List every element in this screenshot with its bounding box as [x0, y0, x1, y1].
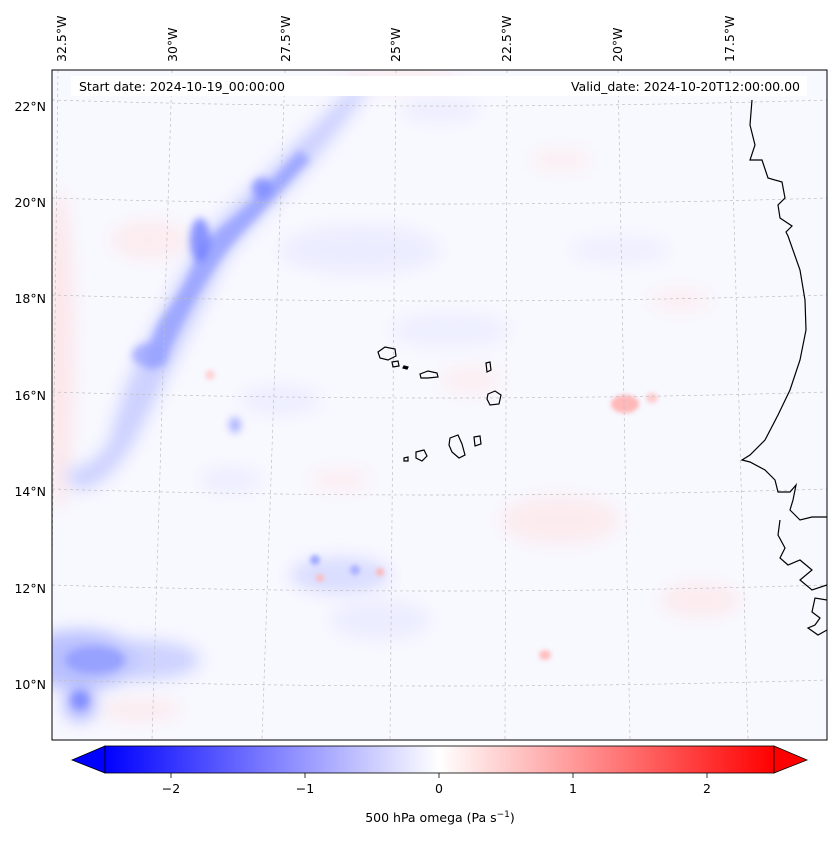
colorbar-gradient	[104, 745, 775, 774]
colorbar-label-prefix: 500 hPa omega (Pa s	[365, 810, 496, 825]
island-maio	[473, 435, 482, 447]
lon-label: 17.5°W	[722, 16, 737, 62]
lat-label: 20°N	[14, 195, 46, 210]
lon-label: 25°W	[388, 27, 403, 62]
lon-label: 22.5°W	[499, 16, 514, 62]
omega-field	[52, 70, 740, 722]
header-strip	[71, 76, 807, 96]
island-sao-vicente	[391, 360, 400, 368]
longitude-labels: 32.5°W 30°W 27.5°W 25°W 22.5°W 20°W 17.5…	[54, 16, 737, 62]
coastlines	[740, 99, 827, 636]
lat-label: 22°N	[14, 99, 46, 114]
island-sao-nicolau	[419, 370, 439, 379]
island-santa-luzia	[402, 365, 409, 370]
map-panel	[52, 70, 827, 740]
colorbar-high-extend	[773, 745, 809, 774]
colorbar-label: 500 hPa omega (Pa s−1)	[365, 810, 515, 825]
start-date-label: Start date: 2024-10-19_00:00:00	[79, 79, 285, 94]
colorbar-tick-label: 1	[569, 781, 577, 796]
colorbar-tick-label: −2	[162, 781, 180, 796]
lat-label: 18°N	[14, 291, 46, 306]
island-santiago	[448, 434, 466, 459]
colorbar: −2 −1 0 1 2 500 hPa omega (Pa s−1)	[70, 745, 809, 825]
colorbar-label-exponent: −1	[497, 810, 510, 820]
island-sal	[485, 361, 492, 373]
latitude-labels: 22°N 20°N 18°N 16°N 14°N 12°N 10°N	[14, 99, 46, 692]
valid-date-label: Valid_date: 2024-10-20T12:00:00.00	[571, 79, 800, 94]
lon-label: 20°W	[610, 27, 625, 62]
cape-verde-islands	[377, 346, 502, 462]
lon-label: 32.5°W	[54, 16, 69, 62]
gridlines	[52, 70, 827, 740]
africa-coastline	[740, 99, 827, 521]
colorbar-tick-label: −1	[296, 781, 314, 796]
lat-label: 10°N	[14, 677, 46, 692]
island-santo-antao	[377, 346, 397, 361]
island-boa-vista	[486, 390, 502, 406]
lon-label: 27.5°W	[278, 16, 293, 62]
colorbar-low-extend	[70, 745, 106, 774]
colorbar-tick-label: 0	[435, 781, 443, 796]
lon-label: 30°W	[165, 27, 180, 62]
colorbar-label-suffix: )	[510, 810, 515, 825]
colorbar-tick-label: 2	[703, 781, 711, 796]
island-brava	[403, 456, 409, 462]
map-frame	[51, 69, 828, 741]
lat-label: 16°N	[14, 388, 46, 403]
island-fogo	[415, 449, 428, 462]
lat-label: 12°N	[14, 581, 46, 596]
lat-label: 14°N	[14, 484, 46, 499]
